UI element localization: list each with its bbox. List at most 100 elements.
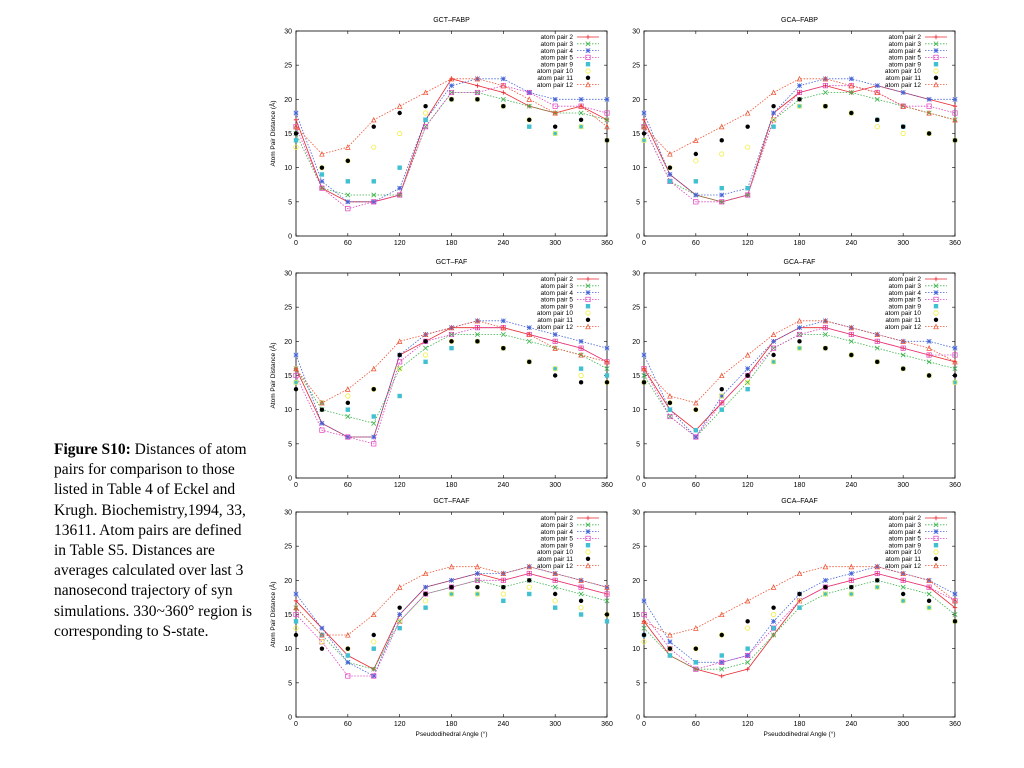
x-tick-label: 120: [394, 482, 406, 489]
series-atom-pair-5: [641, 570, 958, 672]
data-point: [719, 199, 725, 205]
data-point: [771, 338, 777, 344]
y-tick-label: 5: [288, 680, 292, 687]
x-tick-label: 300: [897, 482, 909, 489]
data-point: [293, 352, 299, 358]
data-point: [719, 666, 725, 672]
data-point: [422, 598, 429, 604]
data-point: [900, 352, 906, 358]
data-point: [474, 76, 480, 82]
data-point: [293, 110, 299, 116]
data-point: [345, 400, 351, 406]
data-point: [552, 584, 558, 590]
series-atom-pair-9: [641, 584, 958, 665]
data-point: [319, 427, 325, 433]
data-point: [874, 83, 880, 89]
chart-panel-4: GCA–FAF 0 60 120 180 240 300 360 0 5 10 15 20 25 30 ato…: [632, 259, 961, 489]
legend-entry: atom pair 3: [540, 283, 573, 290]
x-tick-label: 240: [845, 721, 857, 728]
data-point: [527, 591, 532, 597]
data-point: [474, 89, 480, 96]
legend-swatch-marker: [933, 562, 939, 569]
data-point: [771, 625, 776, 631]
legend-entry: atom pair 11: [885, 317, 921, 324]
data-point: [319, 639, 325, 645]
data-point: [874, 584, 880, 590]
data-point: [578, 598, 584, 604]
data-point: [293, 144, 299, 150]
x-tick-label: 0: [294, 240, 298, 247]
data-point: [449, 577, 454, 583]
data-point: [719, 386, 724, 392]
data-point: [345, 434, 351, 440]
data-point: [900, 366, 906, 371]
data-point: [345, 158, 351, 164]
data-point: [526, 564, 532, 570]
x-tick-label: 360: [949, 240, 961, 247]
data-point: [423, 103, 428, 109]
y-axis-label: Atom Pair Distance (Å): [268, 581, 277, 647]
data-point: [448, 75, 455, 82]
data-point: [719, 659, 725, 665]
data-point: [641, 117, 647, 123]
x-tick-label: 120: [394, 240, 406, 247]
data-point: [875, 117, 880, 123]
data-point: [293, 365, 299, 372]
data-point: [719, 407, 724, 412]
x-tick-label: 300: [549, 482, 561, 489]
data-point: [500, 324, 507, 331]
data-point: [397, 110, 402, 116]
legend-entry: atom pair 12: [537, 563, 574, 570]
data-point: [371, 179, 376, 184]
data-point: [449, 332, 454, 337]
legend-entry: atom pair 10: [885, 68, 922, 75]
series-line: [295, 566, 608, 636]
x-tick-label: 120: [394, 721, 406, 728]
legend-swatch-marker: [933, 41, 939, 47]
data-point: [552, 571, 558, 576]
series-line: [295, 320, 608, 404]
data-point: [770, 89, 777, 96]
series-line: [643, 320, 956, 438]
legend-entry: atom pair 12: [885, 82, 922, 89]
data-point: [319, 646, 325, 651]
data-point: [848, 563, 855, 570]
data-point: [397, 366, 403, 372]
data-point: [667, 400, 673, 406]
series-line: [643, 327, 955, 438]
data-point: [693, 646, 699, 651]
data-point: [693, 666, 699, 672]
data-point: [771, 124, 776, 129]
series-atom-pair-2: [641, 571, 958, 679]
data-point: [526, 89, 532, 96]
series-atom-pair-2: [293, 76, 610, 205]
data-point: [770, 331, 777, 338]
y-tick-label: 25: [632, 544, 640, 551]
series-atom-pair-9: [641, 345, 958, 433]
data-point: [693, 151, 699, 157]
data-point: [474, 591, 481, 597]
legend-swatch-marker: [933, 296, 939, 302]
data-point: [848, 331, 854, 338]
data-point: [744, 597, 751, 604]
series-atom-pair-10: [293, 584, 610, 652]
data-point: [319, 420, 325, 426]
data-point: [578, 605, 584, 611]
legend-swatch-marker: [585, 296, 591, 302]
legend-entry: atom pair 4: [540, 529, 573, 536]
data-point: [578, 103, 584, 109]
series-atom-pair-5: [641, 325, 958, 440]
data-point: [900, 571, 906, 576]
data-point: [952, 379, 958, 385]
data-point: [770, 584, 777, 590]
data-point: [604, 138, 610, 143]
data-point: [718, 123, 725, 130]
y-tick-label: 15: [284, 373, 292, 380]
x-tick-label: 360: [949, 482, 961, 489]
data-point: [952, 373, 958, 378]
data-point: [293, 611, 299, 618]
x-tick-label: 0: [642, 482, 646, 489]
data-point: [823, 591, 828, 597]
